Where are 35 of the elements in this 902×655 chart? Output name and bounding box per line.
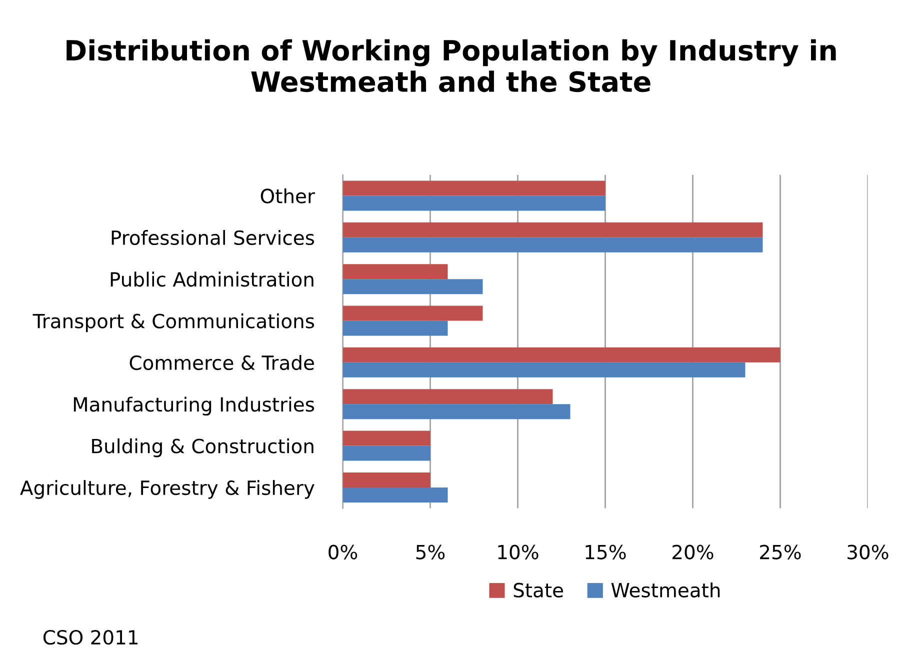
bar (342, 487, 448, 502)
x-tick-label: 5% (416, 544, 445, 560)
y-tick-label: Bulding & Construction (92, 438, 314, 458)
x-tick-label: 0% (328, 544, 358, 560)
bar (342, 264, 448, 280)
bar (342, 320, 448, 336)
bar (342, 279, 483, 294)
x-tick-label: 25% (760, 544, 801, 560)
bar (342, 389, 553, 404)
y-tick-label: Transport & Communications (32, 313, 314, 332)
y-tick-label: Manufacturing Industries (74, 396, 314, 416)
text: CSO 2011 (43, 630, 138, 645)
y-tick-label: Agriculture, Forestry & Fishery (20, 480, 314, 499)
bar (342, 404, 570, 420)
y-tick-label: Public Administration (110, 272, 314, 287)
bar (342, 180, 606, 196)
bar (342, 362, 746, 378)
legend-label: Westmeath (611, 582, 720, 598)
chart-title: Distribution of Working Population by Industry in Westmeath and the State (66, 39, 836, 92)
y-tick-label: Professional Services (112, 230, 314, 246)
bar (342, 237, 763, 252)
x-tick-label: 15% (586, 544, 626, 560)
x-tick-label: 20% (672, 544, 714, 560)
y-tick-label: Other (260, 188, 315, 204)
bar (342, 347, 780, 362)
bar (342, 446, 430, 461)
bar (342, 196, 606, 211)
bar (342, 430, 430, 446)
bar (342, 306, 483, 321)
bar (342, 472, 430, 488)
bar (342, 222, 763, 238)
legend-label: State (514, 582, 563, 598)
y-tick-label: Commerce & Trade (130, 355, 314, 370)
x-tick-label: 10% (498, 544, 538, 560)
x-tick-label: 30% (848, 544, 888, 560)
